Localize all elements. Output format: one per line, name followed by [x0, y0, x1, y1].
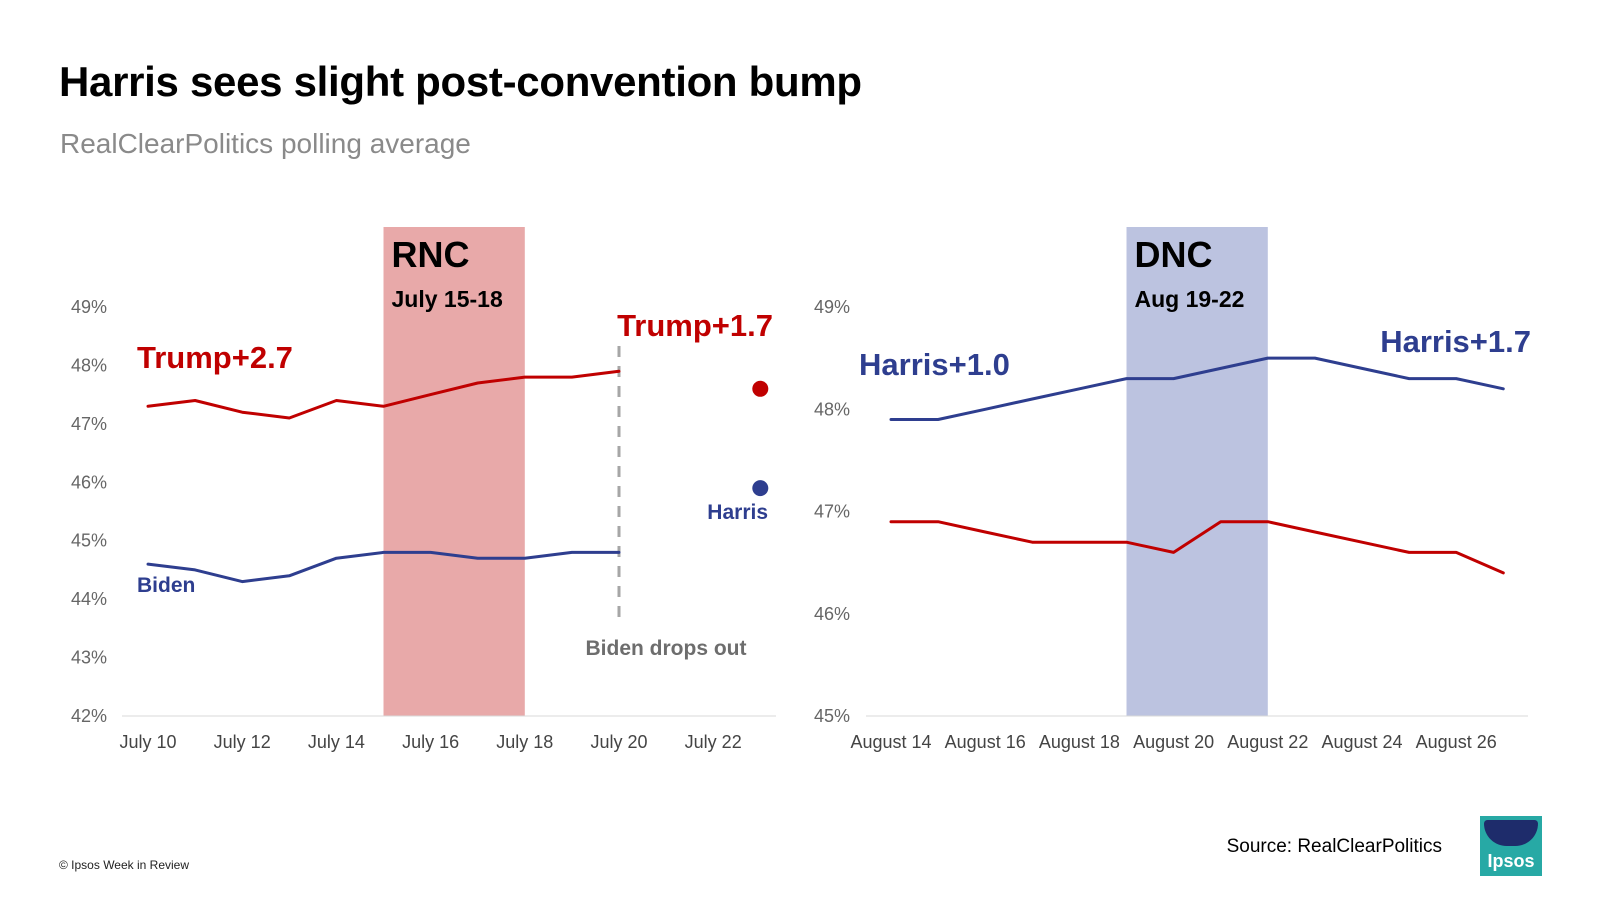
copyright-note: © Ipsos Week in Review: [59, 858, 190, 872]
annotation-label: Harris+1.0: [859, 347, 1010, 382]
series-line-harris: [889, 356, 1505, 421]
x-tick-label: July 14: [308, 732, 365, 752]
y-tick-label: 47%: [71, 414, 107, 434]
annotation-label: Trump+2.7: [137, 340, 293, 375]
dnc-label: DNC: [1135, 234, 1213, 275]
rnc-dates: July 15-18: [392, 286, 503, 312]
rnc-band: [383, 227, 525, 716]
biden-dropout-label: Biden drops out: [586, 637, 747, 660]
y-tick-label: 49%: [71, 297, 107, 317]
dnc-dates: Aug 19-22: [1135, 286, 1245, 312]
x-tick-label: August 18: [1039, 732, 1120, 752]
x-tick-label: July 12: [214, 732, 271, 752]
y-tick-label: 42%: [71, 706, 107, 726]
y-tick-label: 48%: [814, 399, 850, 419]
x-tick-label: August 24: [1321, 732, 1402, 752]
series-line-trump: [889, 520, 1505, 575]
x-tick-label: August 20: [1133, 732, 1214, 752]
x-tick-label: July 16: [402, 732, 459, 752]
ipsos-logo-text: Ipsos: [1487, 851, 1535, 871]
x-tick-label: August 22: [1227, 732, 1308, 752]
x-tick-label: July 20: [590, 732, 647, 752]
chart-subtitle: RealClearPolitics polling average: [60, 128, 471, 159]
annotation-label: Trump+1.7: [617, 308, 773, 343]
y-tick-label: 46%: [814, 604, 850, 624]
series-line-trump: [146, 369, 621, 420]
point-trump: [752, 380, 769, 397]
y-tick-label: 46%: [71, 472, 107, 492]
y-tick-label: 45%: [814, 706, 850, 726]
point-harris: [752, 480, 769, 497]
annotation-label: Biden: [137, 574, 195, 597]
x-tick-label: July 10: [119, 732, 176, 752]
y-tick-label: 47%: [814, 502, 850, 522]
y-tick-label: 45%: [71, 531, 107, 551]
x-tick-label: August 16: [945, 732, 1026, 752]
x-tick-label: July 18: [496, 732, 553, 752]
rnc-label: RNC: [392, 234, 470, 275]
x-tick-label: August 26: [1416, 732, 1497, 752]
series-line-biden: [146, 550, 621, 584]
x-tick-label: August 14: [850, 732, 931, 752]
x-tick-label: July 22: [685, 732, 742, 752]
ipsos-logo-mark: [1484, 820, 1538, 846]
y-tick-label: 49%: [814, 297, 850, 317]
dnc-band: [1126, 227, 1268, 716]
y-tick-label: 44%: [71, 589, 107, 609]
chart-title: Harris sees slight post-convention bump: [59, 58, 862, 105]
annotation-label: Harris: [707, 501, 768, 524]
ipsos-logo: Ipsos: [1480, 816, 1542, 876]
annotation-label: Harris+1.7: [1380, 324, 1531, 359]
y-tick-label: 43%: [71, 648, 107, 668]
y-tick-label: 48%: [71, 355, 107, 375]
source-note: Source: RealClearPolitics: [1226, 836, 1442, 857]
